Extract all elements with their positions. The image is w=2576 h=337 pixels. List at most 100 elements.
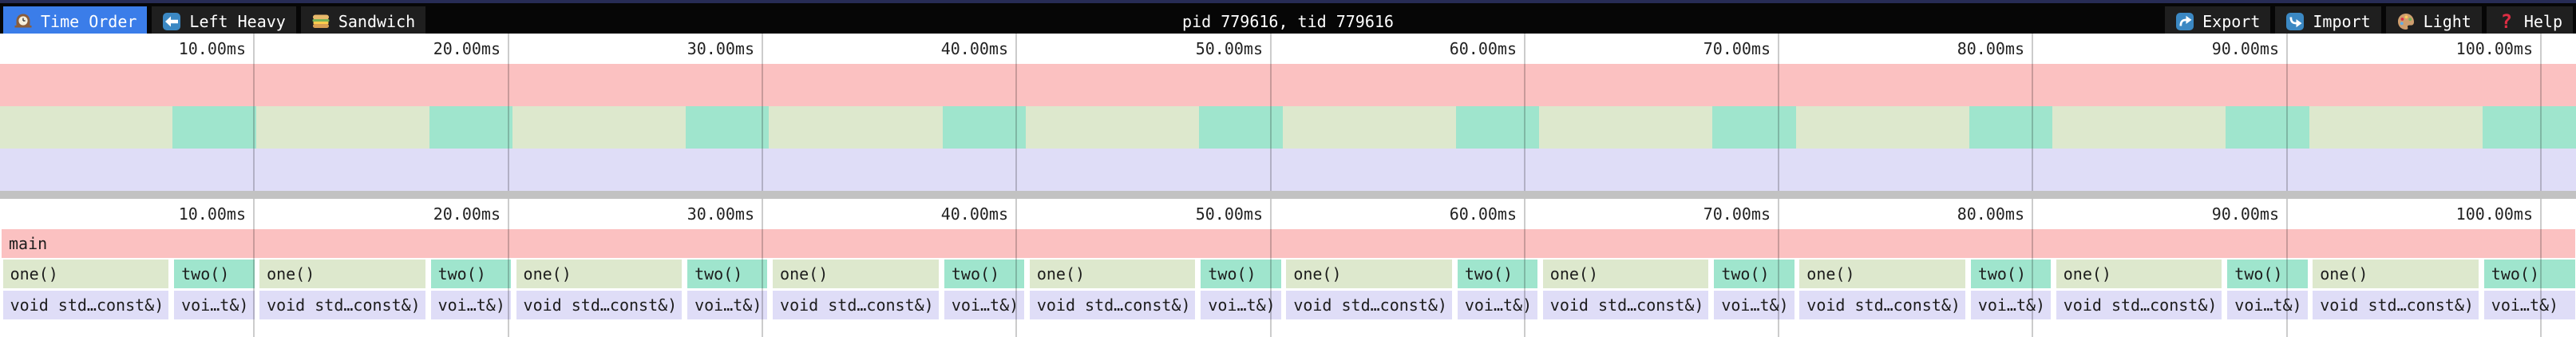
flame-block[interactable]: one() (259, 260, 425, 288)
flame-block[interactable]: two() (1970, 260, 2052, 288)
flame-block[interactable]: voi…t&) (430, 291, 511, 319)
chart-tick-label: 20.00ms (433, 204, 501, 224)
clock-icon (14, 14, 32, 28)
chart-tick-label: 60.00ms (1449, 204, 1517, 224)
flame-block[interactable]: main (2, 229, 2575, 258)
flame-block[interactable]: two() (687, 260, 768, 288)
palette-icon (2397, 14, 2414, 30)
minimap-tick-label: 50.00ms (1195, 39, 1263, 58)
chart-tick-label: 10.00ms (178, 204, 246, 224)
action-label: Help (2523, 12, 2562, 31)
flame-block[interactable]: two() (430, 260, 511, 288)
time-gridline (1524, 34, 1525, 337)
time-gridline (1270, 34, 1272, 337)
flame-block[interactable]: voi…t&) (174, 291, 255, 319)
view-tabs: Time Order Left Heavy Sandwich (3, 6, 426, 37)
import-icon (2286, 13, 2305, 30)
flame-block[interactable]: voi…t&) (687, 291, 768, 319)
flame-block[interactable]: void std…const&) (1799, 291, 1965, 319)
flame-block[interactable]: one() (516, 260, 683, 288)
action-label: Export (2202, 12, 2261, 31)
minimap-two-block (172, 106, 256, 149)
help-button[interactable]: ? Help (2486, 6, 2573, 37)
minimap-tick-label: 80.00ms (1957, 39, 2024, 58)
flame-block[interactable]: void std…const&) (1029, 291, 1196, 319)
flame-block[interactable]: two() (2483, 260, 2575, 288)
flame-block[interactable]: void std…const&) (1286, 291, 1452, 319)
flame-block[interactable]: voi…t&) (1201, 291, 1281, 319)
flame-block[interactable]: voi…t&) (1457, 291, 1538, 319)
minimap-tick-label: 10.00ms (178, 39, 246, 58)
minimap-band-depth0 (0, 64, 2576, 106)
minimap-two-block (2226, 106, 2309, 149)
flame-block[interactable]: one() (2313, 260, 2479, 288)
flamegraph-view: 10.00ms 10.00ms 20.00ms 20.00ms 30.00ms 30.00… (0, 34, 2576, 337)
flame-block[interactable]: void std…const&) (516, 291, 683, 319)
flame-block[interactable]: one() (2, 260, 169, 288)
toolbar-actions: Export Import Light ? Help (2165, 6, 2573, 37)
minimap-tick-label: 90.00ms (2211, 39, 2279, 58)
tab-time-order[interactable]: Time Order (3, 6, 148, 37)
flame-block[interactable]: void std…const&) (773, 291, 940, 319)
tab-left-heavy[interactable]: Left Heavy (152, 6, 296, 37)
flame-block[interactable]: two() (944, 260, 1025, 288)
flame-block[interactable]: voi…t&) (1970, 291, 2052, 319)
export-button[interactable]: Export (2165, 6, 2271, 37)
flame-block[interactable]: void std…const&) (2056, 291, 2222, 319)
chart-tick-label: 70.00ms (1703, 204, 1771, 224)
flame-block[interactable]: void std…const&) (1542, 291, 1709, 319)
flame-block[interactable]: one() (2056, 260, 2222, 288)
time-gridline (2032, 34, 2033, 337)
flame-block[interactable]: two() (1457, 260, 1538, 288)
chart-tick-label: 30.00ms (687, 204, 754, 224)
minimap-tick-label: 20.00ms (433, 39, 501, 58)
help-icon: ? (2500, 10, 2513, 33)
time-gridline (253, 34, 255, 337)
minimap-tick-label: 30.00ms (687, 39, 754, 58)
minimap-tick-label: 60.00ms (1449, 39, 1517, 58)
flame-block[interactable]: void std…const&) (2313, 291, 2479, 319)
flame-block[interactable]: two() (1714, 260, 1794, 288)
action-label: Import (2313, 12, 2371, 31)
flame-block[interactable]: void std…const&) (259, 291, 425, 319)
flame-block[interactable]: voi…t&) (2483, 291, 2575, 319)
minimap-two-block (1969, 106, 2053, 149)
flame-block[interactable]: voi…t&) (1714, 291, 1794, 319)
flame-block[interactable]: void std…const&) (2, 291, 169, 319)
flame-block[interactable]: two() (1201, 260, 1281, 288)
action-label: Light (2423, 12, 2471, 31)
tab-label: Left Heavy (189, 12, 286, 31)
minimap-two-block (429, 106, 512, 149)
minimap-tick-label: 40.00ms (940, 39, 1008, 58)
time-gridline (1778, 34, 1779, 337)
flame-block[interactable]: one() (1029, 260, 1196, 288)
theme-toggle-button[interactable]: Light (2385, 6, 2482, 37)
flame-block[interactable]: two() (2227, 260, 2308, 288)
minimap-divider (0, 191, 2576, 199)
minimap-two-block (1199, 106, 1283, 149)
chart-tick-label: 50.00ms (1195, 204, 1263, 224)
minimap-band-depth1 (0, 106, 2576, 149)
minimap-two-block (1455, 106, 1540, 149)
minimap-band-depth2 (0, 149, 2576, 191)
chart-tick-label: 40.00ms (940, 204, 1008, 224)
tab-label: Time Order (41, 12, 137, 31)
tab-sandwich[interactable]: Sandwich (300, 6, 426, 37)
flame-block[interactable]: voi…t&) (944, 291, 1025, 319)
flame-block[interactable]: two() (174, 260, 255, 288)
time-gridline (762, 34, 763, 337)
tab-label: Sandwich (338, 12, 416, 31)
minimap-two-block (2482, 106, 2576, 149)
flame-block[interactable]: one() (1286, 260, 1452, 288)
import-button[interactable]: Import (2275, 6, 2381, 37)
flame-block[interactable]: one() (1542, 260, 1709, 288)
minimap-two-block (1712, 106, 1796, 149)
chart-tick-label: 80.00ms (1957, 204, 2024, 224)
time-gridline (508, 34, 509, 337)
time-gridline (2540, 34, 2542, 337)
flame-block[interactable]: voi…t&) (2227, 291, 2308, 319)
sandwich-icon (312, 14, 330, 28)
flame-block[interactable]: one() (773, 260, 940, 288)
time-gridline (2286, 34, 2288, 337)
flame-block[interactable]: one() (1799, 260, 1965, 288)
